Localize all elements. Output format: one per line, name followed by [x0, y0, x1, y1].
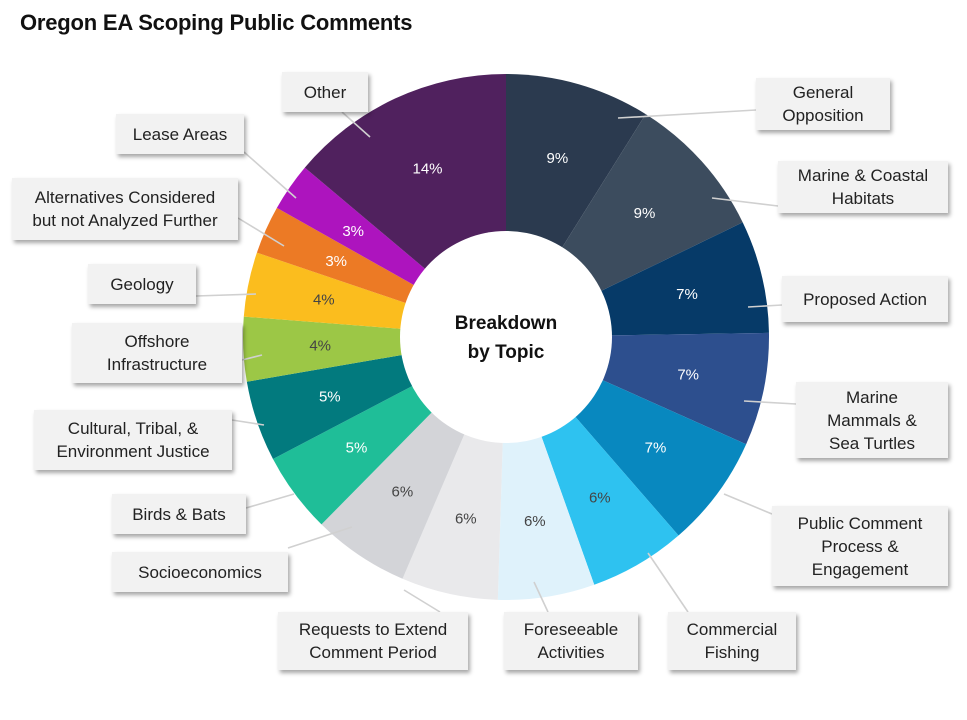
leader-line	[723, 493, 773, 515]
slice-category-label: Birds & Bats	[112, 494, 246, 534]
chart-title: Oregon EA Scoping Public Comments	[20, 10, 413, 35]
slice-percent-label: 5%	[319, 389, 341, 406]
leader-line	[341, 111, 371, 138]
center-label-line-1: Breakdown	[455, 313, 557, 334]
leader-line	[533, 581, 549, 613]
leader-line	[747, 304, 783, 308]
leader-line	[647, 552, 689, 613]
percent-labels: 9% 9% 7% 7% 7% 6% 6% 6% 6% 5% 5% 4% 4% 3% 3% 14%	[309, 150, 699, 530]
slice-percent-label: 14%	[412, 160, 442, 177]
leader-line	[743, 400, 797, 405]
slice-percent-label: 6%	[392, 484, 414, 501]
slice-category-label: Geology	[88, 264, 196, 304]
slice-percent-label: 6%	[589, 490, 611, 507]
donut-hole	[400, 231, 612, 443]
slice-percent-label: 7%	[677, 366, 699, 383]
leader-line	[403, 589, 441, 613]
slice-percent-label: 6%	[524, 513, 546, 530]
slice-category-label: Marine Mammals & Sea Turtles	[796, 382, 948, 458]
leader-line	[195, 293, 257, 297]
slice-percent-label: 9%	[547, 150, 569, 167]
slice-category-label: Public Comment Process & Engagement	[772, 506, 948, 586]
leader-line	[237, 217, 285, 247]
leader-line	[711, 197, 779, 207]
slice-category-label: Requests to Extend Comment Period	[278, 612, 468, 670]
slice-category-label: Commercial Fishing	[668, 612, 796, 670]
slice-percent-label: 9%	[634, 205, 656, 222]
slice-percent-label: 4%	[309, 338, 331, 355]
leader-line	[231, 419, 265, 426]
slice-category-label: Socioeconomics	[112, 552, 288, 592]
center-label-line-2: by Topic	[468, 342, 545, 363]
slice-category-label: Other	[282, 72, 368, 112]
leader-lines	[195, 109, 797, 613]
slice-category-label: Foreseeable Activities	[504, 612, 638, 670]
leader-line	[245, 493, 295, 509]
leader-line	[243, 151, 297, 199]
slice-percent-label: 4%	[313, 292, 335, 309]
slice-category-label: Marine & Coastal Habitats	[778, 161, 948, 213]
slice-category-label: Cultural, Tribal, & Environment Justice	[34, 410, 232, 470]
slice-category-label: Lease Areas	[116, 114, 244, 154]
slice-percent-label: 3%	[325, 253, 347, 270]
slice-category-label: Offshore Infrastructure	[72, 323, 242, 383]
slice-percent-label: 3%	[342, 223, 364, 240]
slice-percent-label: 6%	[455, 511, 477, 528]
slice-category-label: Proposed Action	[782, 276, 948, 322]
slice-percent-label: 5%	[346, 440, 368, 457]
slice-category-label: General Opposition	[756, 78, 890, 130]
leader-line	[617, 109, 757, 119]
slice-percent-label: 7%	[645, 440, 667, 457]
leader-line	[241, 354, 263, 361]
slice-percent-label: 7%	[676, 286, 698, 303]
slice-category-label: Alternatives Considered but not Analyzed…	[12, 178, 238, 240]
leader-line	[287, 526, 353, 549]
